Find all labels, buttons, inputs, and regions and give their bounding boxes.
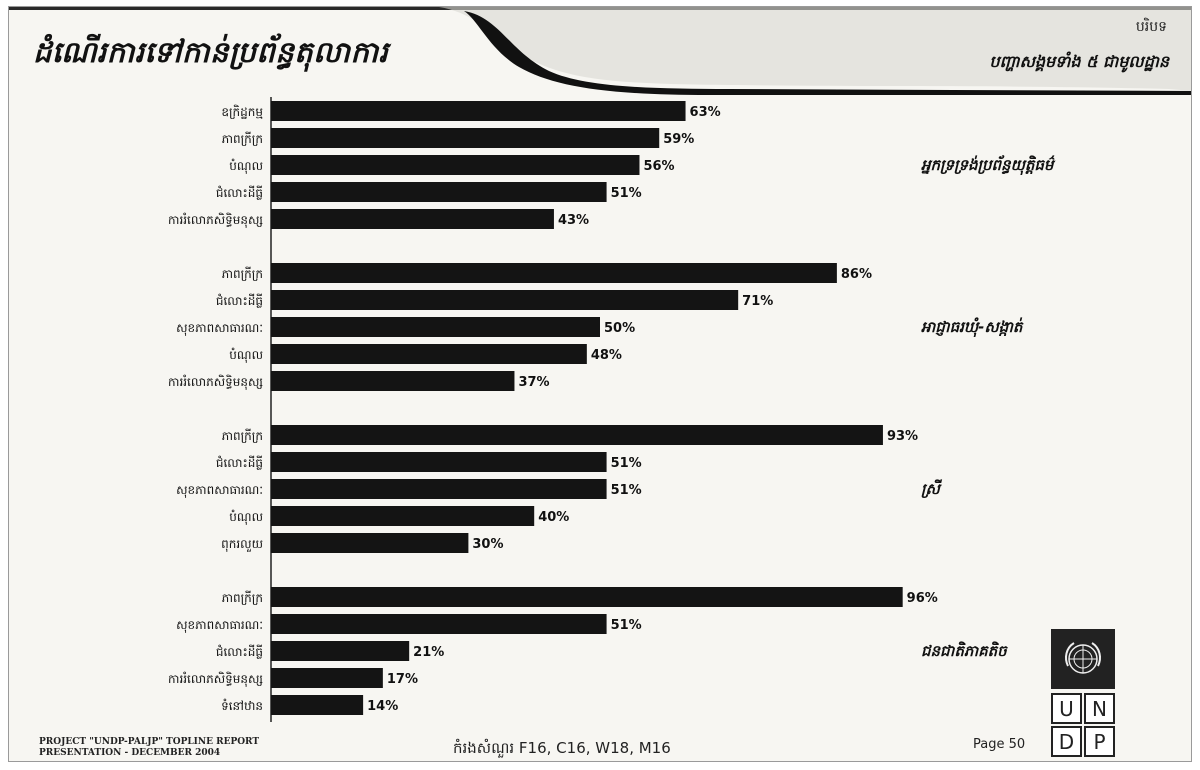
- footer-project: PROJECT "UNDP-PALJP" TOPLINE REPORT: [39, 737, 260, 747]
- data-label: 40%: [538, 510, 569, 525]
- data-label: 43%: [558, 213, 589, 228]
- category-label: ការរំលោភសិទ្ធិមនុស្ស: [168, 212, 263, 228]
- group-label: អ្នកទ្រទ្រង់ប្រព័ន្ធយុត្តិធម៌: [921, 155, 1056, 176]
- undp-letter-n: N: [1084, 693, 1115, 724]
- undp-logo: U N D P: [1045, 627, 1121, 759]
- category-label: សុខភាពសាធារណៈ: [176, 483, 263, 498]
- page-number: Page 50: [973, 737, 1026, 752]
- bar: [271, 155, 640, 175]
- data-label: 30%: [472, 537, 503, 552]
- category-label: ភាពក្រីក្រ: [222, 428, 263, 443]
- data-label: 48%: [591, 348, 622, 363]
- data-label: 59%: [663, 132, 694, 147]
- category-label: ការរំលោភសិទ្ធិមនុស្ស: [168, 671, 263, 687]
- bar: [271, 533, 469, 553]
- bar: [271, 290, 739, 310]
- bar: [271, 101, 686, 121]
- bar: [271, 263, 837, 283]
- data-label: 14%: [367, 699, 398, 714]
- data-label: 71%: [742, 294, 773, 309]
- bar: [271, 425, 883, 445]
- bar: [271, 587, 903, 607]
- bar: [271, 641, 410, 661]
- data-label: 56%: [643, 159, 674, 174]
- data-label: 17%: [387, 672, 418, 687]
- footer-source: កំរងសំណួរ F16, C16, W18, M16: [453, 739, 671, 757]
- category-label: ពុករលួយ: [221, 537, 263, 552]
- data-label: 37%: [518, 375, 549, 390]
- category-label: ទំនៅឋាន: [221, 698, 263, 713]
- category-label: ជំលោះដីធ្លី: [216, 293, 263, 308]
- slide: ដំណើរការទៅកាន់ប្រព័ន្ធតុលាការ បរិបទ បញ្ហ…: [8, 6, 1192, 762]
- bar: [271, 371, 515, 391]
- bar: [271, 614, 607, 634]
- category-label: បំណុល: [229, 158, 263, 174]
- data-label: 50%: [604, 321, 635, 336]
- category-label: បំណុល: [229, 347, 263, 363]
- category-label: ភាពក្រីក្រ: [222, 131, 263, 146]
- data-label: 63%: [690, 105, 721, 120]
- footer-project-info: PROJECT "UNDP-PALJP" TOPLINE REPORT PRES…: [39, 737, 259, 759]
- bar: [271, 209, 554, 229]
- bar: [271, 452, 607, 472]
- bar: [271, 668, 383, 688]
- data-label: 51%: [611, 483, 642, 498]
- bar-chart: ឧក្រិដ្ឋកម្ម 63% ភាពក្រីក្រ 59% បំណុល 56% ជំលោ…: [168, 97, 1056, 722]
- category-label: ជំលោះដីធ្លី: [216, 644, 263, 659]
- category-label: ជំលោះដីធ្លី: [216, 185, 263, 200]
- group-label: ជនជាតិភាគតិច: [921, 641, 1008, 660]
- undp-letter-u: U: [1051, 693, 1082, 724]
- page-subtitle: បញ្ហាសង្គមទាំង ៥ ជាមូលដ្ឋាន: [989, 52, 1169, 71]
- data-label: 51%: [611, 456, 642, 471]
- group-label: ស្រី: [921, 479, 943, 498]
- category-label: ភាពក្រីក្រ: [222, 266, 263, 281]
- data-label: 21%: [413, 645, 444, 660]
- group-label: អាជ្ញាធរឃុំ-សង្កាត់: [921, 317, 1024, 338]
- undp-letters: U N D P: [1051, 693, 1115, 757]
- bar: [271, 128, 660, 148]
- data-label: 93%: [887, 429, 918, 444]
- data-label: 86%: [841, 267, 872, 282]
- bar: [271, 695, 364, 715]
- category-label: ការរំលោភសិទ្ធិមនុស្ស: [168, 374, 263, 390]
- data-label: 96%: [907, 591, 938, 606]
- category-label: ឧក្រិដ្ឋកម្ម: [221, 104, 263, 119]
- un-emblem-icon: [1051, 629, 1115, 689]
- bar: [271, 182, 607, 202]
- data-label: 51%: [611, 618, 642, 633]
- category-label: សុខភាពសាធារណៈ: [176, 321, 263, 336]
- category-label: បំណុល: [229, 509, 263, 525]
- category-label: ជំលោះដីធ្លី: [216, 455, 263, 470]
- page-title: ដំណើរការទៅកាន់ប្រព័ន្ធតុលាការ: [33, 35, 389, 69]
- bar: [271, 506, 535, 526]
- data-label: 51%: [611, 186, 642, 201]
- bar: [271, 479, 607, 499]
- footer-presentation: PRESENTATION - DECEMBER 2004: [39, 748, 221, 758]
- undp-letter-p: P: [1084, 726, 1115, 757]
- category-label: ភាពក្រីក្រ: [222, 590, 263, 605]
- section-tag: បរិបទ: [1135, 19, 1167, 35]
- bar: [271, 317, 600, 337]
- undp-letter-d: D: [1051, 726, 1082, 757]
- bar: [271, 344, 587, 364]
- category-label: សុខភាពសាធារណៈ: [176, 618, 263, 633]
